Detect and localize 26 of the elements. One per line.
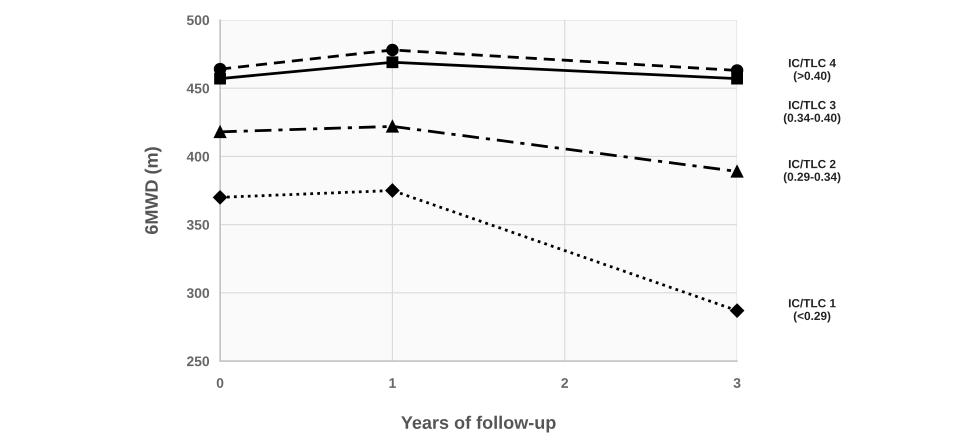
y-tick-label: 250	[186, 356, 210, 366]
text: IC/TLC 3 (0.34-0.40)	[784, 100, 840, 124]
text: IC/TLC 1 (<0.29)	[788, 298, 836, 322]
point	[385, 183, 400, 198]
x-tick-label: 3	[734, 378, 740, 388]
y-tick-label: 450	[186, 84, 210, 94]
point	[731, 72, 743, 85]
x-tick-label: 2	[561, 378, 568, 388]
point	[730, 165, 744, 178]
text: IC/TLC 2 (0.29-0.34)	[784, 160, 840, 184]
point	[386, 56, 398, 68]
y-tick-label: 500	[186, 15, 210, 26]
point	[214, 126, 226, 138]
point	[212, 190, 228, 204]
x-tick-label: 0	[216, 378, 224, 388]
x-axis-title: Years of follow-up	[401, 416, 556, 433]
point	[214, 72, 226, 85]
y-axis-title: 6MWD (m)	[144, 147, 162, 234]
point	[386, 44, 399, 56]
y-tick-label: 300	[186, 288, 210, 298]
y-tick-label: 350	[186, 220, 210, 230]
text: IC/TLC 4 (>0.40)	[788, 58, 836, 82]
point	[386, 120, 399, 133]
point	[730, 304, 744, 318]
x-tick-label: 1	[389, 378, 396, 388]
y-tick-label: 400	[186, 152, 210, 162]
